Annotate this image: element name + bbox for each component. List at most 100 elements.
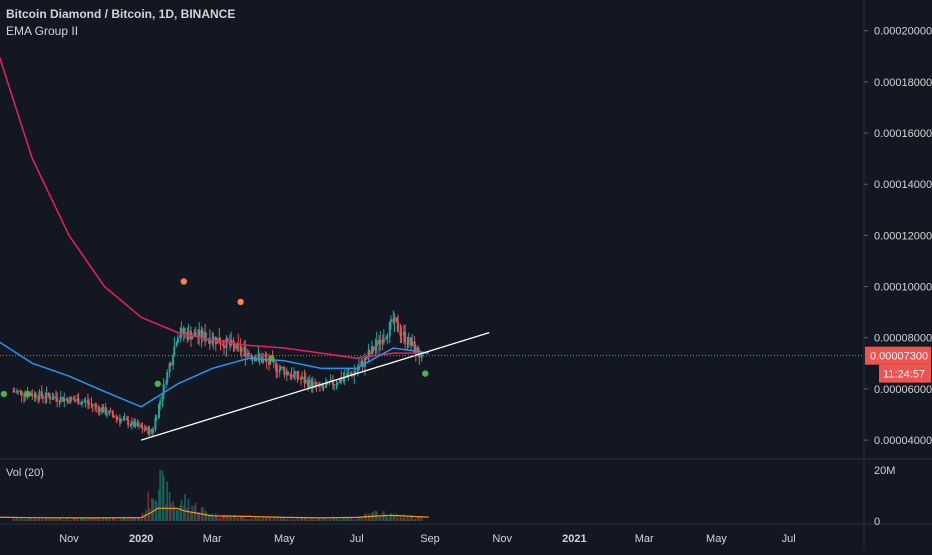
volume-bar xyxy=(314,519,316,521)
candle-body xyxy=(47,392,50,397)
volume-bar xyxy=(251,518,254,521)
candle-body xyxy=(95,405,98,408)
candle-body xyxy=(45,392,48,399)
volume-bar xyxy=(81,517,83,521)
volume-bar xyxy=(38,518,41,521)
pivot-low-marker[interactable] xyxy=(24,390,31,398)
volume-bar xyxy=(152,498,154,521)
volume-bar xyxy=(290,518,293,521)
candle-body xyxy=(154,418,157,430)
price-tick-label: 0.00014000 xyxy=(874,179,932,191)
candle-body xyxy=(258,354,261,358)
price-tick-label: 0.00010000 xyxy=(874,282,932,294)
candle-body xyxy=(79,403,82,405)
candle-body xyxy=(389,319,392,323)
volume-bar xyxy=(136,518,139,521)
volume-bar xyxy=(62,519,64,521)
volume-bar xyxy=(285,518,288,521)
volume-bar xyxy=(168,492,171,521)
volume-bar xyxy=(280,517,282,521)
candle-body xyxy=(40,391,43,397)
candle-body xyxy=(34,393,37,398)
candle-body xyxy=(54,396,57,398)
candle-body xyxy=(30,393,33,396)
candle-body xyxy=(346,373,349,378)
candle-body xyxy=(218,337,221,344)
volume-bar xyxy=(406,516,409,521)
volume-bar xyxy=(166,481,169,521)
candle-body xyxy=(123,418,126,420)
pivot-high-marker[interactable] xyxy=(180,278,188,285)
volume-bar xyxy=(222,515,224,521)
volume-bar xyxy=(169,502,172,521)
volume-bar xyxy=(16,517,18,521)
volume-bar xyxy=(198,511,200,521)
volume-bar xyxy=(26,519,29,521)
volume-bar xyxy=(161,470,164,521)
volume-bar xyxy=(187,498,190,521)
volume-bar xyxy=(333,518,335,521)
candle-body xyxy=(399,331,402,336)
pivot-low-marker[interactable] xyxy=(154,380,161,387)
candle-body xyxy=(356,369,359,373)
candle-body xyxy=(69,397,72,403)
indicator-label[interactable]: EMA Group II xyxy=(6,24,79,38)
candle-body xyxy=(367,351,370,360)
volume-bar xyxy=(147,491,150,521)
volume-bar xyxy=(418,517,421,521)
volume-bar xyxy=(264,517,267,521)
volume-bar xyxy=(269,517,272,521)
pivot-low-marker[interactable] xyxy=(422,370,429,377)
candle-body xyxy=(363,357,366,368)
volume-bar xyxy=(225,515,228,521)
candle-body xyxy=(81,401,84,404)
last-price-badge[interactable] xyxy=(865,346,931,365)
time-tick-label: Nov xyxy=(492,533,512,545)
volume-bar xyxy=(116,519,119,521)
candle-body xyxy=(357,366,360,370)
volume-bar xyxy=(349,517,352,521)
candle-body xyxy=(413,341,416,354)
volume-bar xyxy=(162,475,165,521)
volume-bar xyxy=(386,517,389,521)
candle-body xyxy=(278,368,281,372)
ema-short-line xyxy=(0,341,429,408)
volume-bar xyxy=(328,519,331,521)
candle-body xyxy=(155,418,158,420)
candle-body xyxy=(159,401,162,405)
candle-body xyxy=(372,346,375,351)
candle-body xyxy=(179,335,182,338)
volume-bar xyxy=(17,519,19,521)
candle-body xyxy=(94,405,97,407)
pivot-low-marker[interactable] xyxy=(0,390,8,398)
volume-bar xyxy=(129,519,132,521)
volume-bar xyxy=(378,516,380,521)
symbol-title[interactable]: Bitcoin Diamond / Bitcoin, 1D, BINANCE xyxy=(6,7,236,21)
candle-body xyxy=(77,398,80,405)
volume-tick-label: 20M xyxy=(874,465,895,477)
volume-label[interactable]: Vol (20) xyxy=(6,467,44,479)
volume-bar xyxy=(120,519,122,521)
pivot-high-marker[interactable] xyxy=(237,298,244,306)
volume-bar xyxy=(193,506,196,521)
pivot-low-marker[interactable] xyxy=(268,355,275,362)
volume-bar xyxy=(173,506,176,521)
price-tick-label: 0.00012000 xyxy=(874,230,932,242)
volume-bar xyxy=(108,518,111,521)
volume-bar xyxy=(403,514,405,521)
volume-bar xyxy=(357,518,359,521)
volume-bar xyxy=(94,518,96,521)
candle-body xyxy=(371,346,374,355)
candle-body xyxy=(83,401,86,403)
candle-body xyxy=(292,374,295,378)
volume-ma-line xyxy=(0,507,429,519)
candle-body xyxy=(137,424,140,427)
candle-body xyxy=(165,382,168,384)
volume-bar xyxy=(255,517,257,521)
candle-body xyxy=(212,336,215,341)
candle-body xyxy=(38,391,41,400)
candle-body xyxy=(307,379,310,388)
candle-body xyxy=(122,418,125,420)
